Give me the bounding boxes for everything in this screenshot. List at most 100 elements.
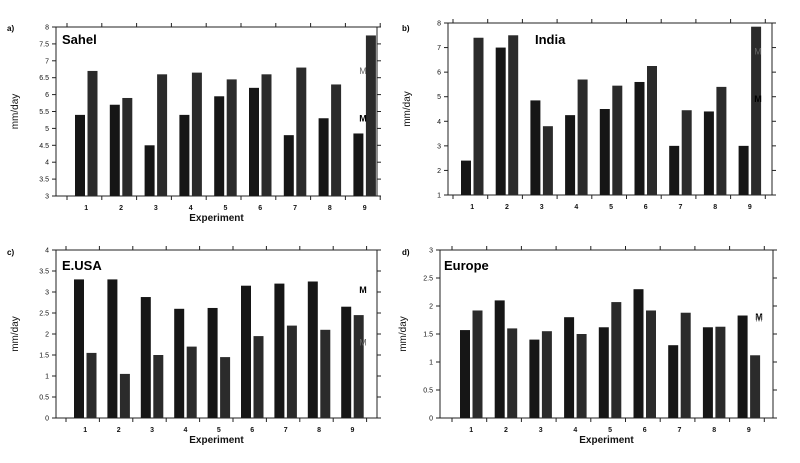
bar-series-2 [473,37,484,195]
bar-series-1 [341,306,352,418]
bar-series-2 [220,357,231,418]
x-tick-label: 8 [328,205,332,212]
bar-series-2 [508,35,519,196]
y-tick-label: 7 [45,58,49,65]
bar-series-1 [179,114,190,196]
model-marker: M [755,312,763,322]
y-tick-label: 1 [45,374,49,381]
bar-series-1 [703,111,714,195]
x-tick-label: 1 [84,205,88,212]
x-tick-label: 3 [150,427,154,434]
y-tick-label: 0.5 [39,395,49,402]
bar-series-1 [669,145,680,195]
bar-series-2 [751,26,762,195]
y-tick-label: 1.5 [423,332,433,339]
y-tick-label: 7 [437,45,441,52]
bar-series-1 [702,327,713,418]
x-tick-label: 5 [223,205,227,212]
bar-series-1 [241,285,251,418]
bar-series-1 [174,308,185,418]
x-tick-label: 8 [713,204,717,211]
bar-series-2 [507,328,518,418]
panel-3: 0 0.5 1 1.5 2 2.5 3 3.5 4 1 2 3 4 5 6 7 8 9 M Mc) E.USA mm/da… [7,246,381,446]
panel-1: 3 3.5 4 4.5 5 5.5 6 6.5 7 7.5 8 1 2 3 4 5 6 7 8 9 M Ma) Sahel m… [7,23,381,224]
x-tick-label: 9 [747,427,751,434]
x-tick-label: 7 [677,427,681,434]
x-tick-label: 5 [217,427,221,434]
bar-series-1 [634,81,645,195]
y-tick-label: 5 [45,126,49,133]
x-tick-label: 6 [258,205,262,212]
y-tick-label: 8 [437,21,441,28]
bar-series-1 [140,297,151,418]
bar-series-1 [494,300,505,418]
bar-series-2 [296,67,307,196]
bar-series-2 [647,66,657,195]
bar-series-1 [214,96,225,196]
model-marker: M [359,285,367,295]
x-tick-label: 5 [609,204,613,211]
bar-series-2 [119,373,130,418]
bar-series-2 [576,334,587,418]
y-tick-label: 3 [45,194,49,201]
y-axis-label: mm/day [402,91,413,127]
y-tick-label: 2.5 [39,311,49,318]
x-tick-label: 2 [119,205,123,212]
y-tick-label: 3.5 [39,269,49,276]
x-tick-label: 2 [505,204,509,211]
bar-series-1 [274,283,285,418]
panel-title: India [535,32,566,47]
bar-series-2 [680,312,691,418]
bar-series-2 [577,79,588,195]
x-tick-label: 5 [608,427,612,434]
bar-series-2 [365,35,376,197]
y-axis-label: mm/day [10,94,21,130]
bar-series-2 [716,86,727,195]
x-tick-label: 6 [644,204,648,211]
bar-series-2 [153,355,164,418]
x-tick-label: 4 [573,427,577,434]
bar-series-2 [646,310,656,418]
panel-4: 00.511.522.531 2 3 4 5 6 7 8 9MMd)Europemm/dayEx… [398,246,777,446]
bar-series-2 [715,326,726,418]
bar-series-1 [207,307,218,418]
bar-series-2 [157,74,168,196]
bar-series-1 [318,118,329,196]
x-axis-label: Experiment [189,213,244,224]
y-tick-label: 0.5 [423,388,433,395]
model-marker: M [359,113,367,123]
x-tick-label: 1 [83,427,87,434]
bar-series-1 [633,289,644,418]
bar-series-2 [86,352,97,418]
y-tick-label: 6 [437,70,441,77]
bar-series-2 [226,79,237,196]
x-tick-label: 7 [678,204,682,211]
x-tick-label: 8 [317,427,321,434]
x-tick-label: 2 [117,427,121,434]
y-tick-label: 4.5 [39,143,49,150]
bar-series-2 [87,70,98,196]
bar-series-2 [472,310,483,418]
bar-series-2 [541,331,552,418]
model-marker: M [755,313,763,323]
panel-label: a) [7,24,14,33]
bar-series-2 [353,315,364,418]
y-tick-label: 0 [429,416,433,423]
x-tick-label: 9 [363,205,367,212]
y-tick-label: 2.5 [423,276,433,283]
bar-series-1 [75,114,85,196]
panel-title: Europe [444,258,489,273]
y-tick-label: 0 [45,416,49,423]
x-tick-label: 7 [284,427,288,434]
bar-series-1 [460,330,470,418]
y-tick-label: 7.5 [39,41,49,48]
bar-series-1 [307,281,318,418]
bar-series-2 [681,110,692,195]
bar-series-2 [122,97,133,196]
bar-series-1 [283,135,294,196]
bar-series-1 [495,47,506,196]
bar-series-2 [331,84,342,196]
x-tick-label: 4 [574,204,578,211]
y-tick-label: 5 [437,94,441,101]
